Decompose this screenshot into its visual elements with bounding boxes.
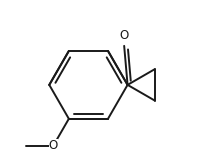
- Text: O: O: [49, 139, 58, 152]
- Text: O: O: [119, 29, 129, 42]
